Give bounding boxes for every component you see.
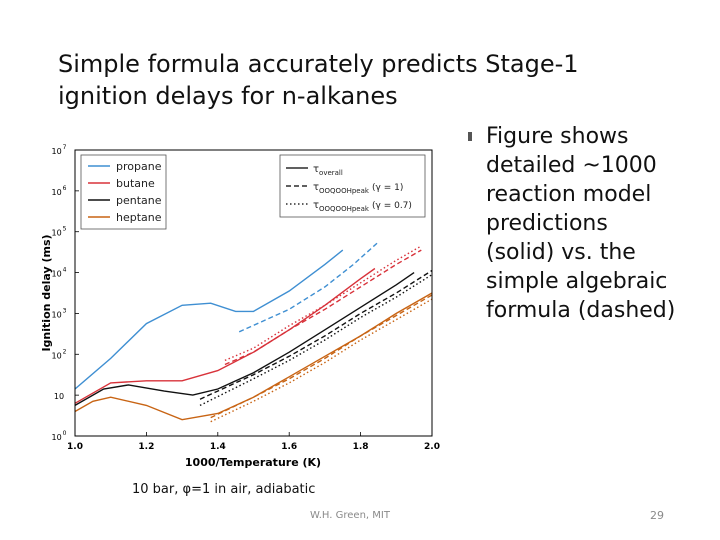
x-tick-label: 1.2 xyxy=(138,442,154,452)
ticks-layer: 1.0 1.2 1.4 1.6 1.8 2.0 100 10 102 103 104 105 106 10… xyxy=(51,144,439,452)
legend-label-heptane: heptane xyxy=(116,211,162,224)
plot-frame xyxy=(74,149,433,437)
bullet-marker xyxy=(468,132,472,141)
legend-label-butane: butane xyxy=(116,177,155,190)
y-tick-label: 105 xyxy=(51,226,66,238)
x-tick-label: 1.0 xyxy=(67,442,83,452)
y-tick-exponent: 7 xyxy=(63,144,67,151)
series-line-heptane-dashdot xyxy=(210,298,433,423)
footer-credit: W.H. Green, MIT xyxy=(310,510,390,521)
series-line-butane-dashdot xyxy=(224,245,422,362)
y-tick-label: 100 xyxy=(51,430,66,442)
y-tick-label: 102 xyxy=(51,348,66,360)
y-tick-label: 104 xyxy=(51,267,66,279)
series-line-butane-dashed xyxy=(224,249,422,366)
legend-subscript: OOQOOHpeak xyxy=(319,187,370,195)
series-line-propane-solid xyxy=(74,249,344,390)
legend-label-pentane: pentane xyxy=(116,194,162,207)
series-line-pentane-dashdot xyxy=(199,274,433,407)
y-tick-label: 10 xyxy=(54,392,64,401)
series-line-propane-dashed xyxy=(238,241,379,333)
y-tick-label: 106 xyxy=(51,185,66,197)
y-tick-exponent: 6 xyxy=(63,185,67,192)
x-tick-label: 1.8 xyxy=(353,442,369,452)
y-tick-exponent: 0 xyxy=(63,430,67,437)
y-tick-exponent: 3 xyxy=(63,307,67,314)
x-axis-label: 1000/Temperature (K) xyxy=(185,456,321,469)
chart-caption: 10 bar, φ=1 in air, adiabatic xyxy=(132,482,316,497)
series-line-butane-solid xyxy=(74,267,376,404)
page-number: 29 xyxy=(650,509,664,522)
legend-subscript: overall xyxy=(319,169,343,177)
y-tick-label: 107 xyxy=(51,144,66,156)
bullet-point: Figure shows detailed ~1000 reaction mod… xyxy=(468,122,678,325)
bullet-text: Figure shows detailed ~1000 reaction mod… xyxy=(486,124,676,323)
series-line-pentane-dashed xyxy=(199,269,433,400)
x-tick-label: 2.0 xyxy=(424,442,440,452)
y-tick-exponent: 5 xyxy=(63,226,67,233)
slide-title: Simple formula accurately predicts Stage… xyxy=(58,50,579,110)
legend-suffix-dashdot: (γ = 0.7) xyxy=(372,201,412,211)
species-legend: propane butane pentane heptane xyxy=(80,154,167,230)
legend-subscript: OOQOOHpeak xyxy=(319,205,370,213)
legend-suffix-dashed: (γ = 1) xyxy=(372,183,403,193)
x-tick-label: 1.4 xyxy=(210,442,226,452)
y-tick-label: 103 xyxy=(51,307,66,319)
y-axis-label: Ignition delay (ms) xyxy=(40,234,53,351)
series-line-heptane-dashed xyxy=(210,294,433,419)
series-layer xyxy=(74,241,433,423)
x-tick-label: 1.6 xyxy=(281,442,297,452)
series-line-pentane-solid xyxy=(74,272,415,407)
y-tick-exponent: 2 xyxy=(63,348,67,355)
y-tick-exponent: 4 xyxy=(63,267,67,274)
legend-label-propane: propane xyxy=(116,160,162,173)
